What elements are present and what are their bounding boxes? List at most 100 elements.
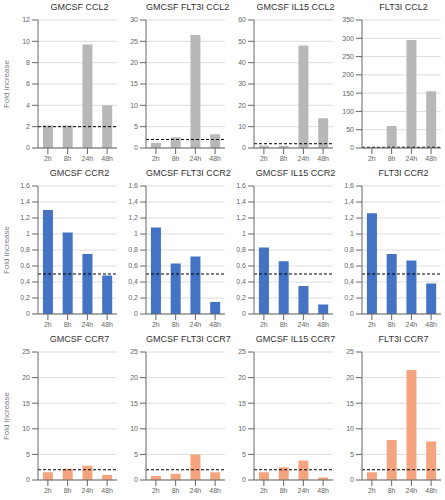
- svg-text:2h: 2h: [260, 487, 268, 494]
- svg-text:15: 15: [130, 80, 138, 87]
- svg-text:250: 250: [342, 53, 354, 60]
- svg-text:48h: 48h: [425, 155, 437, 162]
- svg-text:2h: 2h: [44, 155, 52, 162]
- svg-text:8h: 8h: [64, 321, 72, 328]
- svg-text:0: 0: [26, 310, 30, 317]
- svg-text:0: 0: [134, 476, 138, 483]
- svg-text:25: 25: [130, 348, 138, 355]
- svg-text:0,4: 0,4: [20, 278, 30, 285]
- svg-text:0: 0: [26, 144, 30, 151]
- svg-text:20: 20: [22, 374, 30, 381]
- svg-text:0,4: 0,4: [344, 278, 354, 285]
- svg-text:0: 0: [134, 310, 138, 317]
- svg-text:8: 8: [26, 59, 30, 66]
- svg-text:24h: 24h: [82, 487, 94, 494]
- svg-text:15: 15: [238, 400, 246, 407]
- svg-text:15: 15: [346, 400, 354, 407]
- svg-text:0,6: 0,6: [344, 262, 354, 269]
- svg-text:24h: 24h: [298, 487, 310, 494]
- svg-text:1,6: 1,6: [236, 182, 246, 189]
- svg-text:2h: 2h: [368, 155, 376, 162]
- svg-text:40: 40: [238, 59, 246, 66]
- svg-text:1,2: 1,2: [128, 214, 138, 221]
- svg-text:0,8: 0,8: [128, 246, 138, 253]
- svg-text:20: 20: [130, 59, 138, 66]
- svg-text:24h: 24h: [406, 487, 418, 494]
- svg-text:0: 0: [26, 476, 30, 483]
- svg-text:8h: 8h: [172, 321, 180, 328]
- svg-text:10: 10: [238, 123, 246, 130]
- svg-text:1,6: 1,6: [344, 182, 354, 189]
- svg-text:8h: 8h: [64, 155, 72, 162]
- svg-text:1,4: 1,4: [20, 198, 30, 205]
- svg-text:60: 60: [238, 16, 246, 23]
- svg-text:1,6: 1,6: [20, 182, 30, 189]
- svg-text:48h: 48h: [317, 155, 329, 162]
- svg-text:2: 2: [26, 123, 30, 130]
- svg-text:2h: 2h: [368, 487, 376, 494]
- svg-text:24h: 24h: [82, 155, 94, 162]
- svg-text:5: 5: [26, 451, 30, 458]
- svg-text:30: 30: [238, 80, 246, 87]
- svg-text:10: 10: [22, 38, 30, 45]
- svg-text:150: 150: [342, 90, 354, 97]
- svg-text:20: 20: [238, 102, 246, 109]
- svg-text:24h: 24h: [190, 321, 202, 328]
- svg-text:24h: 24h: [82, 321, 94, 328]
- svg-text:1: 1: [134, 230, 138, 237]
- svg-text:48h: 48h: [209, 487, 221, 494]
- svg-text:300: 300: [342, 35, 354, 42]
- svg-text:2h: 2h: [152, 321, 160, 328]
- svg-text:0,8: 0,8: [20, 246, 30, 253]
- svg-text:1,2: 1,2: [344, 214, 354, 221]
- svg-text:48h: 48h: [317, 487, 329, 494]
- svg-text:0,2: 0,2: [20, 294, 30, 301]
- svg-text:4: 4: [26, 102, 30, 109]
- svg-text:10: 10: [22, 425, 30, 432]
- svg-text:1,6: 1,6: [128, 182, 138, 189]
- svg-text:48h: 48h: [101, 487, 113, 494]
- svg-text:24h: 24h: [190, 487, 202, 494]
- svg-text:0,2: 0,2: [128, 294, 138, 301]
- svg-text:200: 200: [342, 71, 354, 78]
- svg-text:0: 0: [350, 310, 354, 317]
- svg-text:6: 6: [26, 80, 30, 87]
- svg-text:2h: 2h: [368, 321, 376, 328]
- svg-text:0: 0: [242, 310, 246, 317]
- svg-text:25: 25: [22, 348, 30, 355]
- svg-text:0,6: 0,6: [236, 262, 246, 269]
- svg-text:100: 100: [342, 108, 354, 115]
- svg-text:15: 15: [130, 400, 138, 407]
- svg-text:25: 25: [130, 38, 138, 45]
- svg-text:5: 5: [242, 451, 246, 458]
- svg-text:8h: 8h: [388, 155, 396, 162]
- svg-text:8h: 8h: [64, 487, 72, 494]
- svg-text:0,2: 0,2: [236, 294, 246, 301]
- svg-text:0,8: 0,8: [236, 246, 246, 253]
- svg-text:20: 20: [130, 374, 138, 381]
- svg-text:1: 1: [242, 230, 246, 237]
- svg-text:0: 0: [242, 144, 246, 151]
- svg-text:0: 0: [350, 144, 354, 151]
- svg-text:5: 5: [350, 451, 354, 458]
- svg-text:8h: 8h: [280, 321, 288, 328]
- svg-text:10: 10: [130, 102, 138, 109]
- svg-text:1: 1: [26, 230, 30, 237]
- svg-text:20: 20: [346, 374, 354, 381]
- svg-text:8h: 8h: [280, 155, 288, 162]
- svg-text:25: 25: [238, 348, 246, 355]
- svg-text:350: 350: [342, 16, 354, 23]
- svg-text:2h: 2h: [44, 487, 52, 494]
- svg-text:Fold increase: Fold increase: [8, 59, 11, 108]
- svg-text:1,4: 1,4: [128, 198, 138, 205]
- svg-text:2h: 2h: [44, 321, 52, 328]
- svg-text:50: 50: [346, 126, 354, 133]
- svg-text:30: 30: [130, 16, 138, 23]
- svg-text:24h: 24h: [298, 321, 310, 328]
- svg-text:25: 25: [346, 348, 354, 355]
- svg-text:8h: 8h: [388, 487, 396, 494]
- svg-text:0: 0: [242, 476, 246, 483]
- svg-text:1,2: 1,2: [20, 214, 30, 221]
- svg-text:2h: 2h: [260, 321, 268, 328]
- svg-text:50: 50: [238, 38, 246, 45]
